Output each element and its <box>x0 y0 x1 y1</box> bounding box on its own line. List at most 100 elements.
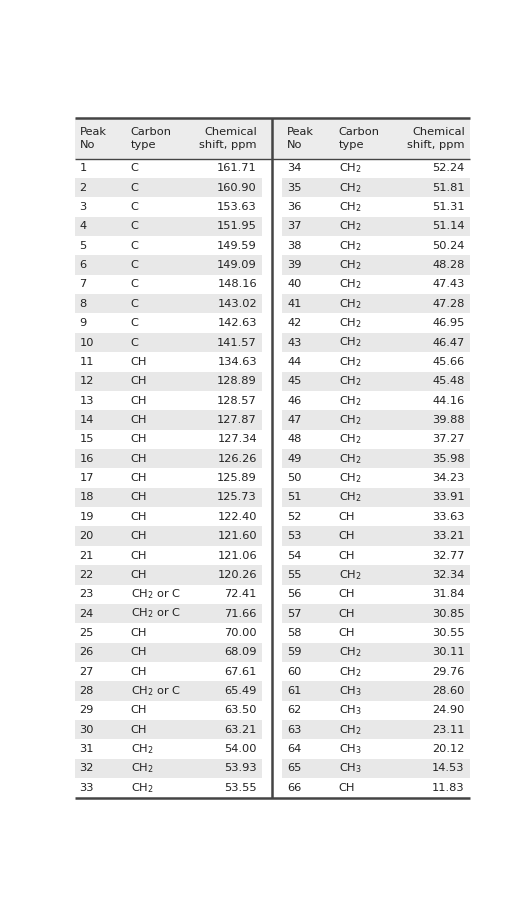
Text: 50.24: 50.24 <box>432 240 465 251</box>
Text: 46.47: 46.47 <box>432 338 465 347</box>
Text: C: C <box>131 319 139 328</box>
Bar <box>74 545 262 565</box>
Bar <box>74 759 262 778</box>
Text: CH$_2$: CH$_2$ <box>339 413 362 427</box>
Bar <box>282 488 470 507</box>
Bar <box>282 468 470 488</box>
Text: CH$_2$: CH$_2$ <box>339 472 362 485</box>
Text: 43: 43 <box>287 338 302 347</box>
Text: 44: 44 <box>287 357 302 367</box>
Text: 67.61: 67.61 <box>225 667 257 677</box>
Bar <box>74 158 262 178</box>
Text: Peak
No: Peak No <box>80 127 107 149</box>
Text: 57: 57 <box>287 608 302 618</box>
Text: C: C <box>131 260 139 270</box>
Text: CH: CH <box>131 667 147 677</box>
Text: 17: 17 <box>80 473 94 483</box>
Text: CH$_2$: CH$_2$ <box>339 181 362 194</box>
Text: 54.00: 54.00 <box>225 744 257 754</box>
Text: 36: 36 <box>287 202 302 212</box>
Bar <box>282 178 470 197</box>
Bar <box>74 429 262 449</box>
Bar <box>74 119 470 158</box>
Bar <box>74 565 262 585</box>
Text: 28.60: 28.60 <box>432 686 465 696</box>
Text: 126.26: 126.26 <box>218 454 257 464</box>
Text: 53: 53 <box>287 531 302 541</box>
Text: CH: CH <box>339 608 355 618</box>
Text: 141.57: 141.57 <box>217 338 257 347</box>
Text: Chemical
shift, ppm: Chemical shift, ppm <box>407 127 465 149</box>
Text: 60: 60 <box>287 667 302 677</box>
Text: 29.76: 29.76 <box>432 667 465 677</box>
Text: C: C <box>131 202 139 212</box>
Text: 46.95: 46.95 <box>432 319 465 328</box>
Text: 68.09: 68.09 <box>225 647 257 657</box>
Text: CH$_2$: CH$_2$ <box>339 258 362 272</box>
Text: 142.63: 142.63 <box>217 319 257 328</box>
Text: CH: CH <box>339 783 355 793</box>
Bar <box>282 449 470 468</box>
Text: 30.11: 30.11 <box>432 647 465 657</box>
Text: 35.98: 35.98 <box>432 454 465 464</box>
Text: 2: 2 <box>80 183 87 193</box>
Text: C: C <box>131 240 139 251</box>
Text: 33.63: 33.63 <box>432 512 465 522</box>
Bar <box>282 585 470 604</box>
Text: 33.21: 33.21 <box>432 531 465 541</box>
Text: 9: 9 <box>80 319 87 328</box>
Text: CH: CH <box>131 706 147 716</box>
Text: 51: 51 <box>287 492 302 502</box>
Text: 51.81: 51.81 <box>432 183 465 193</box>
Text: CH: CH <box>339 512 355 522</box>
Text: 53.93: 53.93 <box>224 763 257 773</box>
Text: 27: 27 <box>80 667 94 677</box>
Bar <box>74 526 262 545</box>
Text: 14: 14 <box>80 415 94 425</box>
Text: 21: 21 <box>80 551 94 561</box>
Bar <box>282 681 470 701</box>
Bar <box>282 778 470 797</box>
Text: CH$_2$: CH$_2$ <box>339 452 362 465</box>
Text: 122.40: 122.40 <box>217 512 257 522</box>
Text: 23: 23 <box>80 590 94 599</box>
Text: CH$_2$ or C: CH$_2$ or C <box>131 684 181 698</box>
Text: CH: CH <box>131 454 147 464</box>
Text: 31: 31 <box>80 744 94 754</box>
Text: C: C <box>131 183 139 193</box>
Text: 128.89: 128.89 <box>217 376 257 386</box>
Text: 128.57: 128.57 <box>217 396 257 406</box>
Text: 125.89: 125.89 <box>217 473 257 483</box>
Text: CH$_2$: CH$_2$ <box>339 568 362 581</box>
Text: 40: 40 <box>287 279 302 290</box>
Text: 1: 1 <box>80 163 87 174</box>
Bar <box>74 372 262 391</box>
Text: 149.09: 149.09 <box>217 260 257 270</box>
Text: 41: 41 <box>287 299 302 309</box>
Text: Carbon
type: Carbon type <box>339 127 380 149</box>
Text: 31.84: 31.84 <box>432 590 465 599</box>
Text: 42: 42 <box>287 319 302 328</box>
Text: 71.66: 71.66 <box>225 608 257 618</box>
Bar <box>282 352 470 372</box>
Text: 8: 8 <box>80 299 87 309</box>
Text: CH$_2$: CH$_2$ <box>339 297 362 310</box>
Text: 38: 38 <box>287 240 302 251</box>
Text: CH: CH <box>131 415 147 425</box>
Bar <box>282 294 470 313</box>
Text: Peak
No: Peak No <box>287 127 314 149</box>
Text: 48.28: 48.28 <box>432 260 465 270</box>
Bar <box>282 720 470 740</box>
Text: 3: 3 <box>80 202 87 212</box>
Text: CH$_2$: CH$_2$ <box>339 336 362 349</box>
Text: 121.60: 121.60 <box>217 531 257 541</box>
Text: 62: 62 <box>287 706 302 716</box>
Text: CH$_2$: CH$_2$ <box>131 781 153 795</box>
Bar <box>74 391 262 410</box>
Text: 127.34: 127.34 <box>217 435 257 445</box>
Bar <box>282 565 470 585</box>
Text: C: C <box>131 221 139 231</box>
Text: CH: CH <box>131 628 147 638</box>
Text: CH$_3$: CH$_3$ <box>339 704 362 717</box>
Text: 33.91: 33.91 <box>432 492 465 502</box>
